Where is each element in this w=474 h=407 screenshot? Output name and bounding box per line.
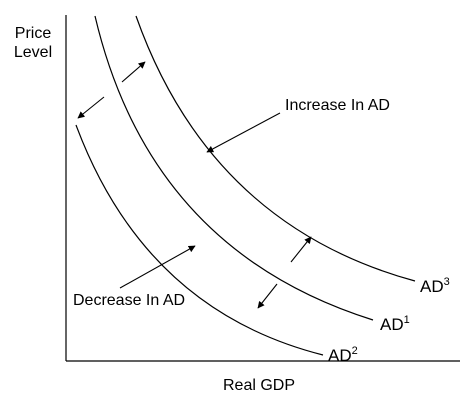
ad2-label-main: AD bbox=[328, 346, 352, 365]
y-axis-label-line2: Level bbox=[14, 44, 52, 61]
ad1-label-main: AD bbox=[380, 315, 404, 334]
decrease-ad-annotation: Decrease In AD bbox=[73, 292, 185, 309]
shift-left-arrow-lower bbox=[257, 283, 278, 309]
ad2-label-sup: 2 bbox=[352, 345, 358, 357]
ad2-curve bbox=[75, 124, 324, 356]
increase-pointer-arrow bbox=[206, 112, 281, 153]
ad2-label: AD2 bbox=[328, 345, 358, 365]
ad1-label-sup: 1 bbox=[404, 314, 410, 326]
x-axis-label: Real GDP bbox=[223, 377, 295, 394]
ad3-label: AD3 bbox=[420, 276, 450, 296]
shift-left-arrow-upper bbox=[77, 96, 105, 119]
y-axis-label-line1: Price bbox=[15, 25, 52, 42]
shift-right-arrow-lower bbox=[290, 236, 312, 263]
ad3-label-main: AD bbox=[420, 277, 444, 296]
increase-ad-annotation: Increase In AD bbox=[285, 97, 390, 114]
shift-right-arrow-upper bbox=[121, 61, 146, 83]
decrease-pointer-arrow bbox=[119, 245, 196, 289]
ad1-curve bbox=[94, 15, 374, 321]
ad3-label-sup: 3 bbox=[444, 276, 450, 288]
ad1-label: AD1 bbox=[380, 314, 410, 334]
ad3-curve bbox=[135, 15, 416, 282]
